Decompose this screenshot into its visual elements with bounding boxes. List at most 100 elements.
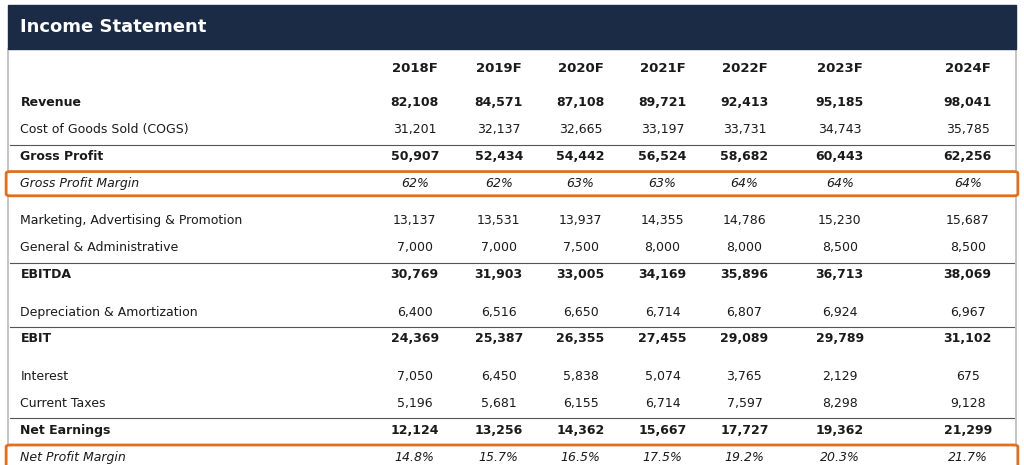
Text: 24,369: 24,369 xyxy=(391,332,438,345)
FancyBboxPatch shape xyxy=(6,172,1018,196)
Text: 7,000: 7,000 xyxy=(480,241,517,254)
Text: 19.2%: 19.2% xyxy=(725,451,764,464)
FancyBboxPatch shape xyxy=(6,445,1018,465)
Text: 33,197: 33,197 xyxy=(641,123,684,136)
Text: 2024F: 2024F xyxy=(945,62,990,75)
Text: 675: 675 xyxy=(955,370,980,383)
Text: 13,256: 13,256 xyxy=(474,424,523,437)
Text: 29,789: 29,789 xyxy=(816,332,863,345)
Text: 7,597: 7,597 xyxy=(726,397,763,410)
Text: 30,769: 30,769 xyxy=(391,268,438,281)
Text: 6,967: 6,967 xyxy=(950,306,985,319)
Text: 62%: 62% xyxy=(484,177,513,190)
Text: 36,713: 36,713 xyxy=(816,268,863,281)
Text: 5,838: 5,838 xyxy=(562,370,599,383)
Text: Interest: Interest xyxy=(20,370,69,383)
Text: 2022F: 2022F xyxy=(722,62,767,75)
Text: 17,727: 17,727 xyxy=(720,424,769,437)
Text: 6,155: 6,155 xyxy=(563,397,598,410)
Text: 35,896: 35,896 xyxy=(721,268,768,281)
Text: 6,924: 6,924 xyxy=(822,306,857,319)
Text: Cost of Goods Sold (COGS): Cost of Goods Sold (COGS) xyxy=(20,123,189,136)
Text: 26,355: 26,355 xyxy=(556,332,605,345)
Text: 38,069: 38,069 xyxy=(944,268,991,281)
Text: 31,903: 31,903 xyxy=(475,268,522,281)
Text: 32,137: 32,137 xyxy=(477,123,520,136)
Text: 6,650: 6,650 xyxy=(563,306,598,319)
Text: Marketing, Advertising & Promotion: Marketing, Advertising & Promotion xyxy=(20,214,243,227)
Text: 34,169: 34,169 xyxy=(639,268,686,281)
Text: Gross Profit: Gross Profit xyxy=(20,150,103,163)
Text: 62%: 62% xyxy=(400,177,429,190)
Text: 6,714: 6,714 xyxy=(645,397,680,410)
Text: 15,687: 15,687 xyxy=(946,214,989,227)
Text: 5,074: 5,074 xyxy=(644,370,681,383)
Text: 29,089: 29,089 xyxy=(721,332,768,345)
Text: Net Earnings: Net Earnings xyxy=(20,424,111,437)
Text: 8,000: 8,000 xyxy=(726,241,763,254)
Text: 14,362: 14,362 xyxy=(556,424,605,437)
Text: 8,000: 8,000 xyxy=(644,241,681,254)
Text: Net Profit Margin: Net Profit Margin xyxy=(20,451,126,464)
Text: 56,524: 56,524 xyxy=(638,150,687,163)
Text: 64%: 64% xyxy=(825,177,854,190)
Text: 27,455: 27,455 xyxy=(638,332,687,345)
Text: 21.7%: 21.7% xyxy=(948,451,987,464)
Text: 60,443: 60,443 xyxy=(815,150,864,163)
Text: 13,137: 13,137 xyxy=(393,214,436,227)
Text: 6,450: 6,450 xyxy=(481,370,516,383)
Text: 25,387: 25,387 xyxy=(474,332,523,345)
Text: 7,050: 7,050 xyxy=(396,370,433,383)
Text: 8,500: 8,500 xyxy=(821,241,858,254)
Text: 33,005: 33,005 xyxy=(556,268,605,281)
Text: 7,500: 7,500 xyxy=(562,241,599,254)
Text: 2020F: 2020F xyxy=(558,62,603,75)
Text: Revenue: Revenue xyxy=(20,96,82,109)
Text: Current Taxes: Current Taxes xyxy=(20,397,105,410)
Text: 14,355: 14,355 xyxy=(641,214,684,227)
Text: 8,500: 8,500 xyxy=(949,241,986,254)
Text: EBITDA: EBITDA xyxy=(20,268,72,281)
Text: 35,785: 35,785 xyxy=(946,123,989,136)
Text: 8,298: 8,298 xyxy=(822,397,857,410)
Text: 6,400: 6,400 xyxy=(397,306,432,319)
Text: 2021F: 2021F xyxy=(640,62,685,75)
Text: Depreciation & Amortization: Depreciation & Amortization xyxy=(20,306,198,319)
Text: 63%: 63% xyxy=(648,177,677,190)
Text: 7,000: 7,000 xyxy=(396,241,433,254)
Text: Gross Profit Margin: Gross Profit Margin xyxy=(20,177,139,190)
Bar xyxy=(8,5,1016,49)
Text: 82,108: 82,108 xyxy=(390,96,439,109)
Text: 13,531: 13,531 xyxy=(477,214,520,227)
Text: 9,128: 9,128 xyxy=(950,397,985,410)
Text: EBIT: EBIT xyxy=(20,332,51,345)
Text: 12,124: 12,124 xyxy=(390,424,439,437)
Text: 64%: 64% xyxy=(730,177,759,190)
Text: 21,299: 21,299 xyxy=(943,424,992,437)
Text: 52,434: 52,434 xyxy=(474,150,523,163)
Text: 98,041: 98,041 xyxy=(943,96,992,109)
Text: 54,442: 54,442 xyxy=(556,150,605,163)
Text: Income Statement: Income Statement xyxy=(20,18,207,36)
Text: 62,256: 62,256 xyxy=(943,150,992,163)
Text: 2019F: 2019F xyxy=(476,62,521,75)
Text: 2018F: 2018F xyxy=(392,62,437,75)
Text: 5,196: 5,196 xyxy=(397,397,432,410)
Text: 15.7%: 15.7% xyxy=(479,451,518,464)
Text: 50,907: 50,907 xyxy=(390,150,439,163)
Text: 15,667: 15,667 xyxy=(638,424,687,437)
Text: 32,665: 32,665 xyxy=(559,123,602,136)
Text: 33,731: 33,731 xyxy=(723,123,766,136)
Text: 2023F: 2023F xyxy=(817,62,862,75)
Text: 87,108: 87,108 xyxy=(556,96,605,109)
Text: 5,681: 5,681 xyxy=(481,397,516,410)
Text: 20.3%: 20.3% xyxy=(820,451,859,464)
Text: 6,516: 6,516 xyxy=(481,306,516,319)
Text: 6,807: 6,807 xyxy=(726,306,763,319)
Text: 92,413: 92,413 xyxy=(720,96,769,109)
Text: 15,230: 15,230 xyxy=(818,214,861,227)
Text: 16.5%: 16.5% xyxy=(561,451,600,464)
Text: 63%: 63% xyxy=(566,177,595,190)
Text: 19,362: 19,362 xyxy=(816,424,863,437)
Text: 31,102: 31,102 xyxy=(943,332,992,345)
